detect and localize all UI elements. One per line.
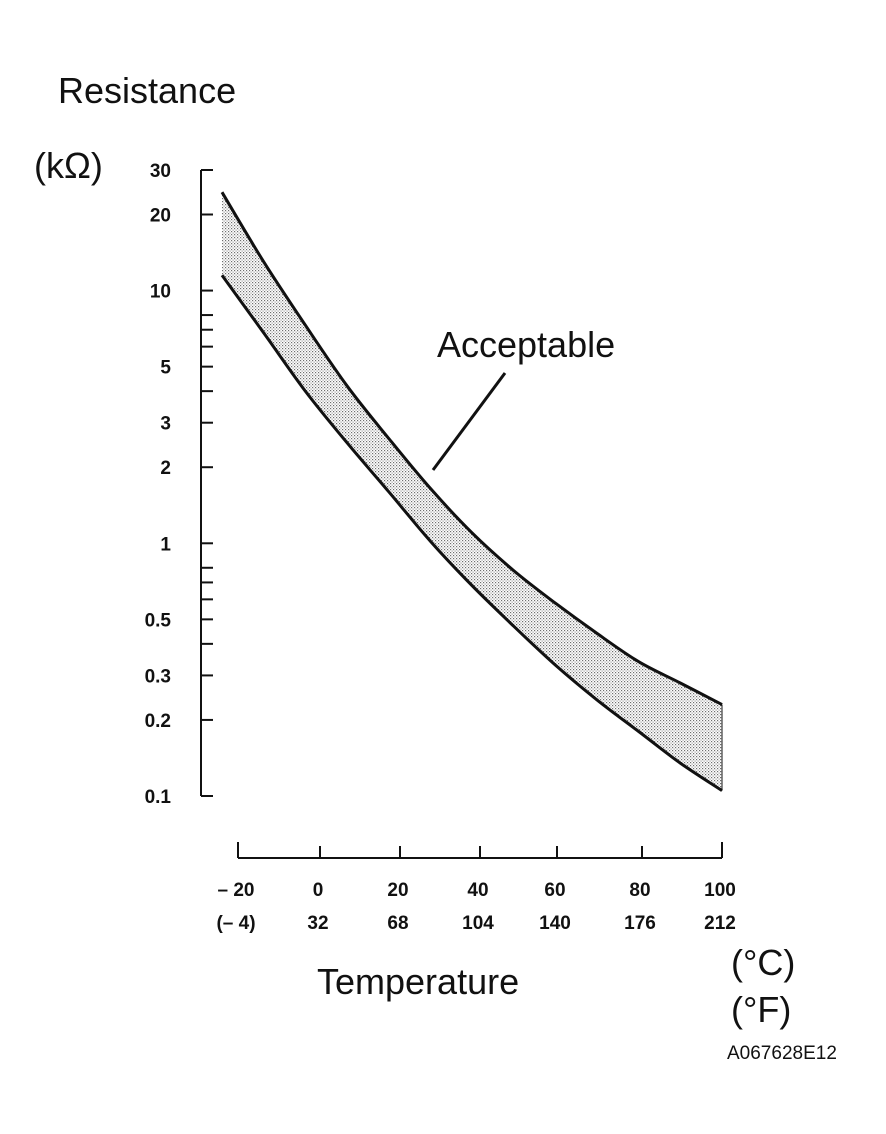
acceptable-callout-line	[431, 372, 507, 471]
y-tick-label: 0.3	[145, 666, 171, 687]
x-axis-unit-fahrenheit: (°F)	[731, 989, 791, 1030]
x-tick-label-celsius: 100	[704, 880, 736, 901]
y-tick-label: 30	[150, 161, 171, 182]
x-tick-label-celsius: 0	[313, 880, 324, 901]
x-tick-label-fahrenheit: 140	[539, 913, 571, 934]
x-tick-label-celsius: 40	[467, 880, 488, 901]
y-tick-label: 5	[160, 358, 171, 379]
y-tick-label: 0.5	[145, 610, 172, 631]
x-tick-label-fahrenheit: 104	[462, 913, 494, 934]
x-tick-label-celsius: 80	[629, 880, 650, 901]
y-tick-label: 0.1	[145, 787, 172, 808]
x-axis-title: Temperature	[317, 961, 519, 1002]
x-axis-unit-celsius: (°C)	[731, 942, 795, 983]
x-tick-label-celsius: 20	[387, 880, 408, 901]
y-axis: 30 20 10 5 3 2 1 0.5 0.3 0.2 0.1	[145, 161, 213, 808]
y-tick-label: 1	[160, 534, 171, 555]
x-tick-label-celsius: 60	[544, 880, 565, 901]
x-tick-label-fahrenheit: 68	[387, 913, 408, 934]
y-tick-label: 20	[150, 206, 171, 227]
x-tick-label-fahrenheit: 212	[704, 913, 736, 934]
figure-code: A067628E12	[727, 1043, 837, 1064]
y-tick-label: 2	[160, 458, 171, 479]
y-tick-label: 10	[150, 282, 171, 303]
x-axis: – 20 (– 4) 0 32 20 68 40 104 60 140 80 176 100 212	[216, 842, 736, 934]
y-axis-unit: (kΩ)	[34, 145, 103, 186]
acceptable-band-fill	[222, 192, 722, 791]
x-tick-label-fahrenheit: 176	[624, 913, 656, 934]
y-tick-label: 0.2	[145, 711, 171, 732]
acceptable-band	[220, 191, 723, 792]
x-tick-label-fahrenheit: (– 4)	[216, 913, 255, 934]
y-tick-label: 3	[160, 414, 171, 435]
upper-limit-curve	[220, 191, 723, 706]
x-tick-label-fahrenheit: 32	[307, 913, 328, 934]
acceptable-label: Acceptable	[437, 324, 615, 365]
lower-limit-curve	[220, 274, 723, 792]
y-axis-title: Resistance	[58, 70, 236, 111]
x-tick-label-celsius: – 20	[218, 880, 255, 901]
